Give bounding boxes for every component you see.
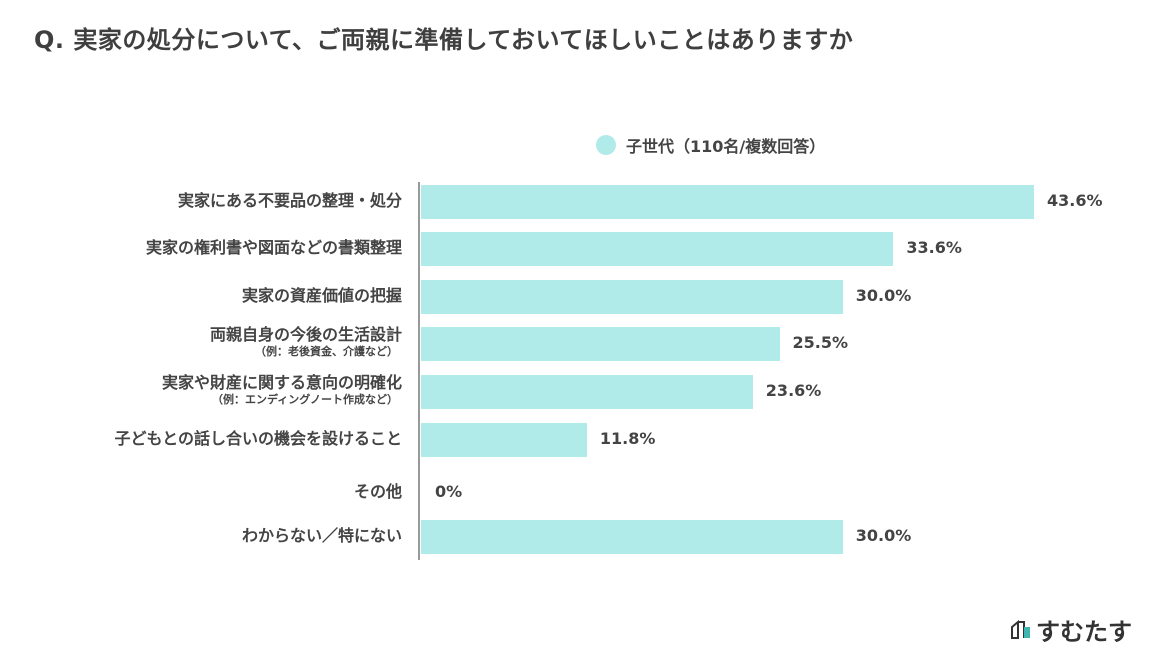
bar	[421, 423, 587, 457]
brand-name: すむたす	[1036, 618, 1132, 646]
category-label: 両親自身の今後の生活設計 （例：老後資金、介護など）	[210, 325, 402, 359]
bar	[421, 232, 894, 266]
category-axis	[418, 182, 420, 560]
data-label: 30.0%	[855, 286, 912, 305]
bar	[421, 280, 843, 314]
category-label-text: 実家にある不要品の整理・処分	[177, 191, 402, 210]
category-label: 実家や財産に関する意向の明確化 （例：エンディングノート作成など）	[162, 373, 402, 407]
category-label: 実家の資産価値の把握	[242, 286, 402, 306]
data-label: 43.6%	[1047, 191, 1103, 210]
legend-label: 子世代（110名/複数回答）	[626, 137, 826, 156]
legend-swatch	[596, 135, 616, 155]
category-label: わからない／特にない	[242, 526, 402, 546]
bar	[421, 375, 753, 409]
category-label: その他	[354, 482, 402, 502]
category-label-text: 子どもとの話し合いの機会を設けること	[114, 429, 402, 448]
category-label: 子どもとの話し合いの機会を設けること	[114, 429, 402, 449]
legend: 子世代（110名/複数回答）	[596, 133, 825, 157]
brand-logo: すむたす	[1010, 612, 1132, 647]
bar	[421, 327, 780, 361]
category-label-text: その他	[353, 482, 402, 501]
data-label: 30.0%	[855, 526, 912, 545]
category-label-text: 両親自身の今後の生活設計	[209, 325, 402, 344]
category-label: 実家の権利書や図面などの書類整理	[146, 238, 402, 258]
category-label: 実家にある不要品の整理・処分	[178, 191, 402, 211]
category-sublabel: （例：エンディングノート作成など）	[211, 393, 398, 406]
data-label: 23.6%	[765, 381, 822, 400]
category-label-text: 実家の権利書や図面などの書類整理	[145, 238, 402, 257]
data-label: 0%	[435, 482, 463, 501]
bar	[421, 185, 1034, 219]
house-logo-icon	[1011, 619, 1030, 639]
category-label-text: 実家や財産に関する意向の明確化	[161, 373, 402, 392]
data-label: 25.5%	[792, 333, 849, 352]
chart-title: Q. 実家の処分について、ご両親に準備しておいてほしいことはありますか	[34, 26, 854, 54]
category-label-text: わからない／特にない	[241, 526, 402, 545]
bar	[421, 520, 843, 554]
category-sublabel: （例：老後資金、介護など）	[255, 345, 398, 358]
data-label: 11.8%	[599, 429, 656, 448]
data-label: 33.6%	[906, 238, 962, 257]
category-label-text: 実家の資産価値の把握	[241, 286, 402, 305]
